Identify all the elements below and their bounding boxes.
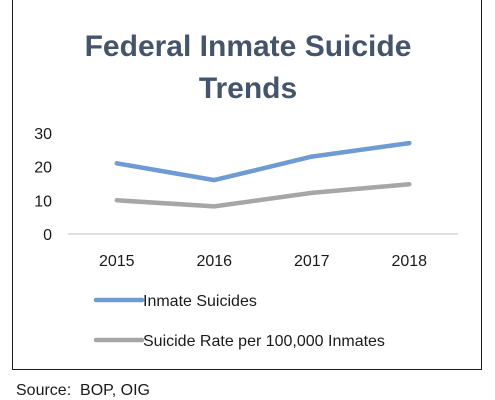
y-tick-label: 30 [34, 126, 52, 143]
x-tick-label: 2015 [99, 253, 135, 270]
chart-canvas: Federal Inmate Suicide Trends 0 10 20 30 2015 2… [34, 30, 458, 350]
chart-title-line: Trends [199, 72, 297, 105]
x-tick-label: 2018 [391, 253, 427, 270]
x-tick-label: 2017 [294, 253, 330, 270]
y-tick-label: 0 [43, 227, 52, 244]
x-tick-label: 2016 [196, 253, 232, 270]
source-note: Source: BOP, OIG [16, 382, 150, 399]
chart-title-line: Federal Inmate Suicide [85, 30, 412, 63]
y-tick-label: 20 [34, 160, 52, 177]
series-line-2 [114, 181, 412, 209]
y-tick-label: 10 [34, 193, 52, 210]
legend-label-2: Suicide Rate per 100,000 Inmates [143, 333, 385, 350]
legend-label-1: Inmate Suicides [143, 293, 257, 310]
series-line-1 [114, 140, 412, 183]
